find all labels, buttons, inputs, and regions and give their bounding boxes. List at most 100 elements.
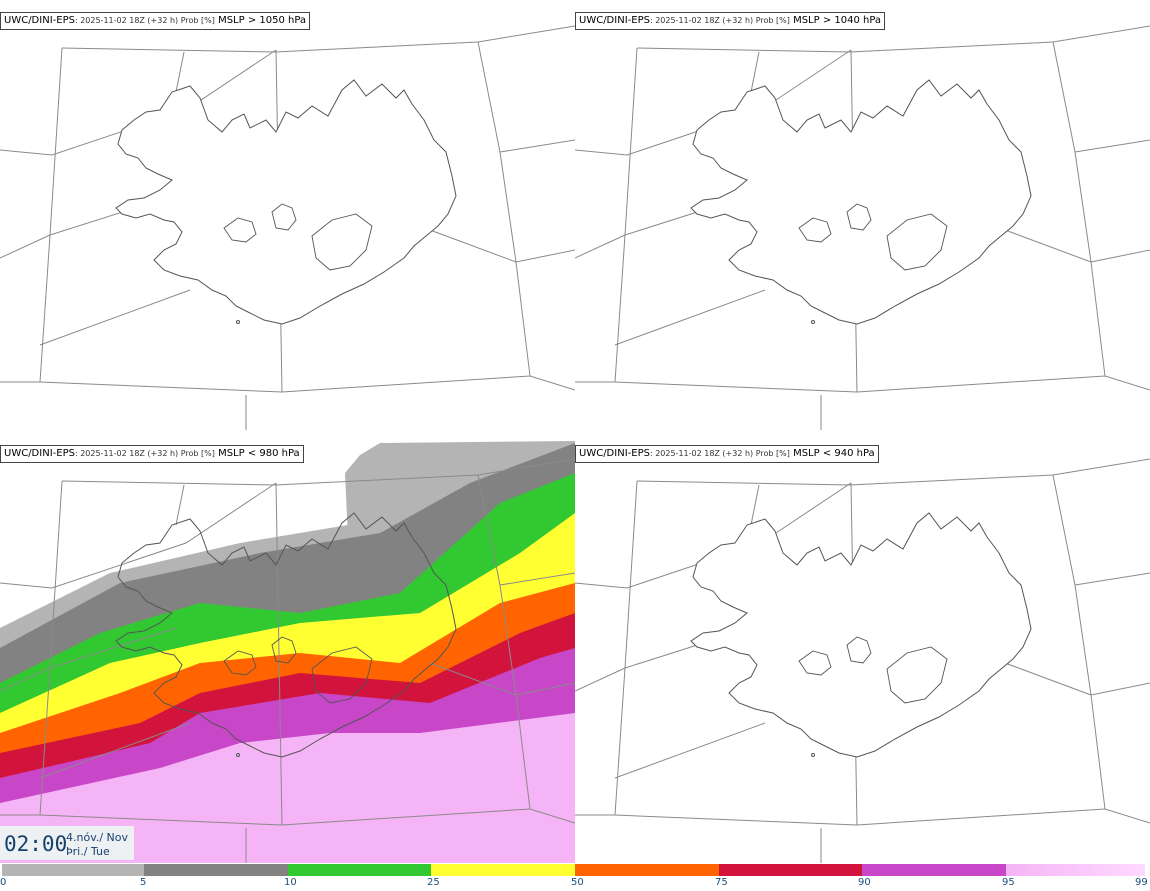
graticule-line bbox=[614, 289, 766, 346]
graticule-line bbox=[1090, 682, 1150, 696]
colorbar-tick-label: 90 bbox=[858, 877, 871, 888]
valid-date: 4.nóv./ Nov bbox=[66, 831, 129, 844]
colorbar-tick-label: 0 bbox=[0, 877, 7, 888]
colorbar-tick-label: 75 bbox=[715, 877, 728, 888]
map-panel-mslp-gt-1040: UWC/DINI-EPS: 2025-11-02 18Z (+32 h) Pro… bbox=[575, 0, 1150, 430]
panel-title: UWC/DINI-EPS: 2025-11-02 18Z (+32 h) Pro… bbox=[575, 445, 879, 463]
colorbar-segment bbox=[288, 864, 431, 876]
valid-weekday: Þri./ Tue bbox=[66, 845, 110, 858]
coastline bbox=[115, 512, 457, 758]
colorbar-segment bbox=[431, 864, 575, 876]
graticule-line bbox=[0, 667, 51, 692]
graticule-line bbox=[477, 41, 531, 377]
graticule-line bbox=[39, 289, 191, 346]
map-canvas bbox=[0, 441, 575, 863]
valid-time-box: 02:00 4.nóv./ Nov Þri./ Tue bbox=[0, 826, 134, 860]
panel-title: UWC/DINI-EPS: 2025-11-02 18Z (+32 h) Pro… bbox=[0, 12, 311, 30]
graticule-line bbox=[614, 375, 1150, 393]
graticule-line bbox=[575, 49, 852, 156]
graticule-line bbox=[175, 51, 185, 93]
graticule-line bbox=[275, 482, 283, 826]
map-canvas bbox=[0, 25, 575, 430]
graticule-line bbox=[1090, 249, 1150, 263]
colorbar-segment bbox=[575, 864, 719, 876]
graticule-line bbox=[575, 482, 852, 589]
coastline bbox=[115, 79, 457, 325]
glacier-outline bbox=[886, 646, 948, 704]
glacier-outline bbox=[271, 203, 297, 231]
graticule-line bbox=[429, 229, 517, 263]
colorbar-tick-label: 25 bbox=[427, 877, 440, 888]
graticule-line bbox=[1004, 662, 1092, 696]
panel-title: UWC/DINI-EPS: 2025-11-02 18Z (+32 h) Pro… bbox=[575, 12, 886, 30]
graticule-line bbox=[39, 47, 63, 383]
map-canvas bbox=[575, 25, 1150, 430]
colorbar-segment bbox=[144, 864, 288, 876]
graticule-line bbox=[515, 249, 575, 263]
graticule-line bbox=[0, 482, 277, 589]
graticule-line bbox=[61, 458, 575, 486]
glacier-outline bbox=[311, 646, 373, 704]
glacier-outline bbox=[846, 203, 872, 231]
colorbar-segment bbox=[719, 864, 862, 876]
graticule-line bbox=[39, 375, 575, 393]
glacier-outline bbox=[223, 650, 257, 676]
colorbar-segment bbox=[862, 864, 1006, 876]
probability-fill bbox=[0, 713, 575, 863]
graticule-line bbox=[1052, 41, 1106, 377]
glacier-outline bbox=[271, 636, 297, 664]
graticule-line bbox=[1074, 572, 1150, 586]
colorbar-tick-label: 5 bbox=[140, 877, 147, 888]
graticule-line bbox=[1004, 229, 1092, 263]
graticule-line bbox=[0, 49, 277, 156]
graticule-line bbox=[614, 47, 638, 383]
island-outline bbox=[811, 753, 815, 757]
graticule-line bbox=[614, 722, 766, 779]
graticule-line bbox=[175, 484, 185, 526]
graticule-line bbox=[429, 662, 517, 696]
panel-title: UWC/DINI-EPS: 2025-11-02 18Z (+32 h) Pro… bbox=[0, 445, 304, 463]
island-outline bbox=[236, 753, 240, 757]
colorbar-tick-label: 50 bbox=[571, 877, 584, 888]
graticule-line bbox=[0, 234, 51, 259]
glacier-outline bbox=[798, 217, 832, 243]
graticule-line bbox=[636, 25, 1150, 53]
glacier-outline bbox=[798, 650, 832, 676]
graticule-line bbox=[39, 722, 191, 779]
graticule-line bbox=[499, 139, 575, 153]
glacier-outline bbox=[311, 213, 373, 271]
graticule-line bbox=[49, 627, 177, 669]
colorbar-tick-label: 99 bbox=[1135, 877, 1148, 888]
valid-time: 02:00 bbox=[4, 832, 68, 856]
map-canvas bbox=[575, 458, 1150, 863]
coastline bbox=[690, 79, 1032, 325]
glacier-outline bbox=[886, 213, 948, 271]
coastline bbox=[690, 512, 1032, 758]
map-panel-mslp-lt-940: UWC/DINI-EPS: 2025-11-02 18Z (+32 h) Pro… bbox=[575, 433, 1150, 863]
graticule-line bbox=[477, 474, 531, 810]
colorbar-tick-label: 95 bbox=[1002, 877, 1015, 888]
map-panel-mslp-gt-1050: UWC/DINI-EPS: 2025-11-02 18Z (+32 h) Pro… bbox=[0, 0, 575, 430]
island-outline bbox=[236, 320, 240, 324]
graticule-line bbox=[614, 480, 638, 816]
graticule-line bbox=[750, 51, 760, 93]
graticule-line bbox=[575, 667, 626, 692]
graticule-line bbox=[515, 682, 575, 696]
graticule-line bbox=[614, 808, 1150, 826]
graticule-line bbox=[61, 25, 575, 53]
graticule-line bbox=[39, 808, 575, 826]
graticule-line bbox=[1052, 474, 1106, 810]
island-outline bbox=[811, 320, 815, 324]
graticule-line bbox=[575, 234, 626, 259]
probability-colorbar: 0 5 10 25 50 75 90 95 99 bbox=[0, 862, 1150, 891]
graticule-line bbox=[499, 572, 575, 586]
colorbar-segment bbox=[2, 864, 144, 876]
glacier-outline bbox=[846, 636, 872, 664]
colorbar-segment bbox=[1006, 864, 1145, 876]
map-panel-mslp-lt-980: UWC/DINI-EPS: 2025-11-02 18Z (+32 h) Pro… bbox=[0, 433, 575, 863]
graticule-line bbox=[1074, 139, 1150, 153]
glacier-outline bbox=[223, 217, 257, 243]
graticule-line bbox=[750, 484, 760, 526]
colorbar-tick-label: 10 bbox=[284, 877, 297, 888]
graticule-line bbox=[636, 458, 1150, 486]
